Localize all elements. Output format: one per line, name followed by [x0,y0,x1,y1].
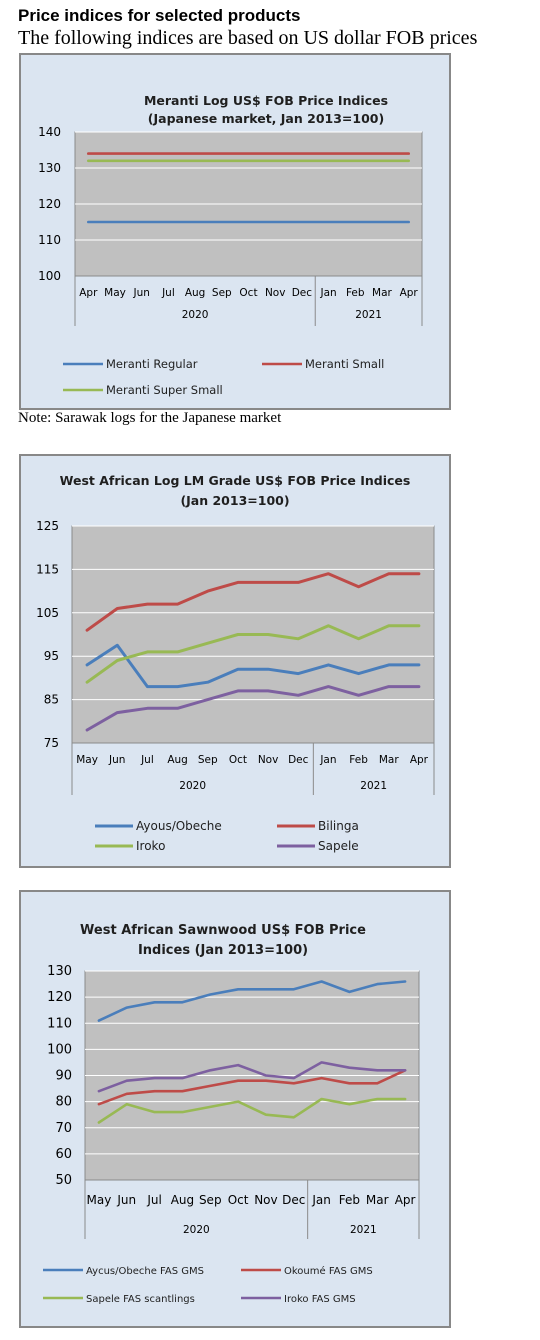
x-tick-label: Jun [108,754,125,766]
series-line-sapele-fas-scantlings [97,1097,407,1124]
axis-group-label: 2021 [360,780,387,792]
y-tick-label: 140 [38,125,61,139]
legend-label-aycus-obeche-fas-gms: Aycus/Obeche FAS GMS [86,1266,204,1277]
x-tick-label: Nov [254,1193,277,1207]
y-tick-label: 90 [55,1069,72,1084]
x-tick-label: Mar [372,287,392,299]
chart-title-line: West African Sawnwood US$ FOB Price [80,923,366,938]
x-tick-label: May [104,287,126,299]
west-african-sawnwood-chart-svg: West African Sawnwood US$ FOB Price Indic… [43,923,420,1305]
legend-label-meranti-small: Meranti Small [305,357,384,371]
x-tick-label: Jun [133,287,150,299]
west-african-log-chart: West African Log LM Grade US$ FOB Price … [19,454,451,868]
x-tick-label: Jan [319,754,336,766]
axis-group-label: 2021 [355,309,382,321]
axis-group-label: 2020 [182,309,209,321]
x-tick-label: Mar [379,754,399,766]
x-tick-label: Sep [199,1193,222,1207]
legend-label-meranti-regular: Meranti Regular [106,357,198,371]
x-tick-label: Dec [292,287,313,299]
series-line-okoum-fas-gms [97,1069,407,1106]
x-tick-label: Oct [228,1193,249,1207]
series-line-bilinga [85,572,421,632]
y-tick-label: 120 [47,990,72,1005]
y-tick-label: 80 [55,1095,72,1110]
chart-note: Note: Sarawak logs for the Japanese mark… [18,410,282,426]
chart-title-line: Indices (Jan 2013=100) [138,943,308,958]
x-tick-label: Apr [395,1193,416,1207]
x-tick-label: Feb [349,754,368,766]
x-tick-label: Jul [146,1193,161,1207]
x-tick-label: Feb [339,1193,360,1207]
series-line-aycus-obeche-fas-gms [97,980,407,1022]
y-tick-label: 100 [38,269,61,283]
legend-label-iroko: Iroko [136,839,165,853]
y-tick-label: 60 [55,1147,72,1162]
y-tick-label: 85 [44,693,59,707]
y-tick-label: 120 [38,197,61,211]
legend-label-okoum-fas-gms: Okoumé FAS GMS [284,1265,373,1277]
x-tick-label: Jun [116,1193,136,1207]
legend-label-sapele-fas-scantlings: Sapele FAS scantlings [86,1294,195,1305]
x-tick-label: Jul [140,754,154,766]
x-tick-label: Mar [366,1193,389,1207]
x-tick-label: Sep [198,754,218,766]
x-tick-label: Jan [311,1193,331,1207]
x-tick-label: Jul [161,287,175,299]
x-tick-label: Jan [319,287,336,299]
west-african-log-chart-svg: West African Log LM Grade US$ FOB Price … [36,473,435,853]
x-tick-label: Oct [229,754,247,766]
west-african-sawnwood-chart: West African Sawnwood US$ FOB Price Indic… [19,890,451,1328]
y-tick-label: 115 [36,562,59,576]
x-tick-label: Aug [167,754,188,766]
page-subheading: The following indices are based on US do… [18,27,478,49]
x-tick-label: Nov [258,754,279,766]
series-line-iroko-fas-gms [97,1061,407,1093]
x-tick-label: Nov [265,287,286,299]
legend-label-meranti-super-small: Meranti Super Small [106,383,223,397]
x-tick-label: Dec [282,1193,305,1207]
series-line-iroko [85,624,421,684]
chart-title-line: (Jan 2013=100) [180,493,289,508]
series-line-sapele [85,685,421,732]
y-tick-label: 100 [47,1042,72,1057]
x-tick-label: Apr [400,287,419,299]
series-line-ayous-obeche [85,643,421,689]
chart-title-line: West African Log LM Grade US$ FOB Price … [60,473,411,488]
legend-label-iroko-fas-gms: Iroko FAS GMS [284,1294,356,1305]
chart-title-line: (Japanese market, Jan 2013=100) [148,111,384,126]
y-tick-label: 110 [38,233,61,247]
y-tick-label: 130 [47,964,72,979]
x-tick-label: Sep [212,287,232,299]
chart-title-line: Meranti Log US$ FOB Price Indices [144,93,388,108]
y-tick-label: 125 [36,519,59,533]
x-tick-label: Aug [171,1193,194,1207]
meranti-log-chart: Meranti Log US$ FOB Price Indices (Japane… [19,53,451,410]
y-tick-label: 110 [47,1016,72,1031]
x-tick-label: Apr [410,754,429,766]
x-tick-label: Oct [239,287,257,299]
axis-group-label: 2020 [183,1224,210,1236]
axis-group-label: 2021 [350,1224,377,1236]
legend-label-ayous-obeche: Ayous/Obeche [136,819,222,833]
page-heading: Price indices for selected products [18,6,301,25]
x-tick-label: May [76,754,98,766]
x-tick-label: Feb [346,287,365,299]
x-tick-label: May [87,1193,112,1207]
x-tick-label: Dec [288,754,309,766]
legend-label-bilinga: Bilinga [318,819,359,833]
y-tick-label: 70 [55,1121,72,1136]
x-tick-label: Aug [185,287,206,299]
y-tick-label: 50 [55,1173,72,1188]
y-tick-label: 105 [36,606,59,620]
axis-group-label: 2020 [179,780,206,792]
y-tick-label: 75 [44,736,59,750]
y-tick-label: 130 [38,161,61,175]
x-tick-label: Apr [79,287,98,299]
meranti-log-chart-svg: Meranti Log US$ FOB Price Indices (Japane… [38,93,423,397]
legend-label-sapele: Sapele [318,839,359,853]
y-tick-label: 95 [44,649,59,663]
